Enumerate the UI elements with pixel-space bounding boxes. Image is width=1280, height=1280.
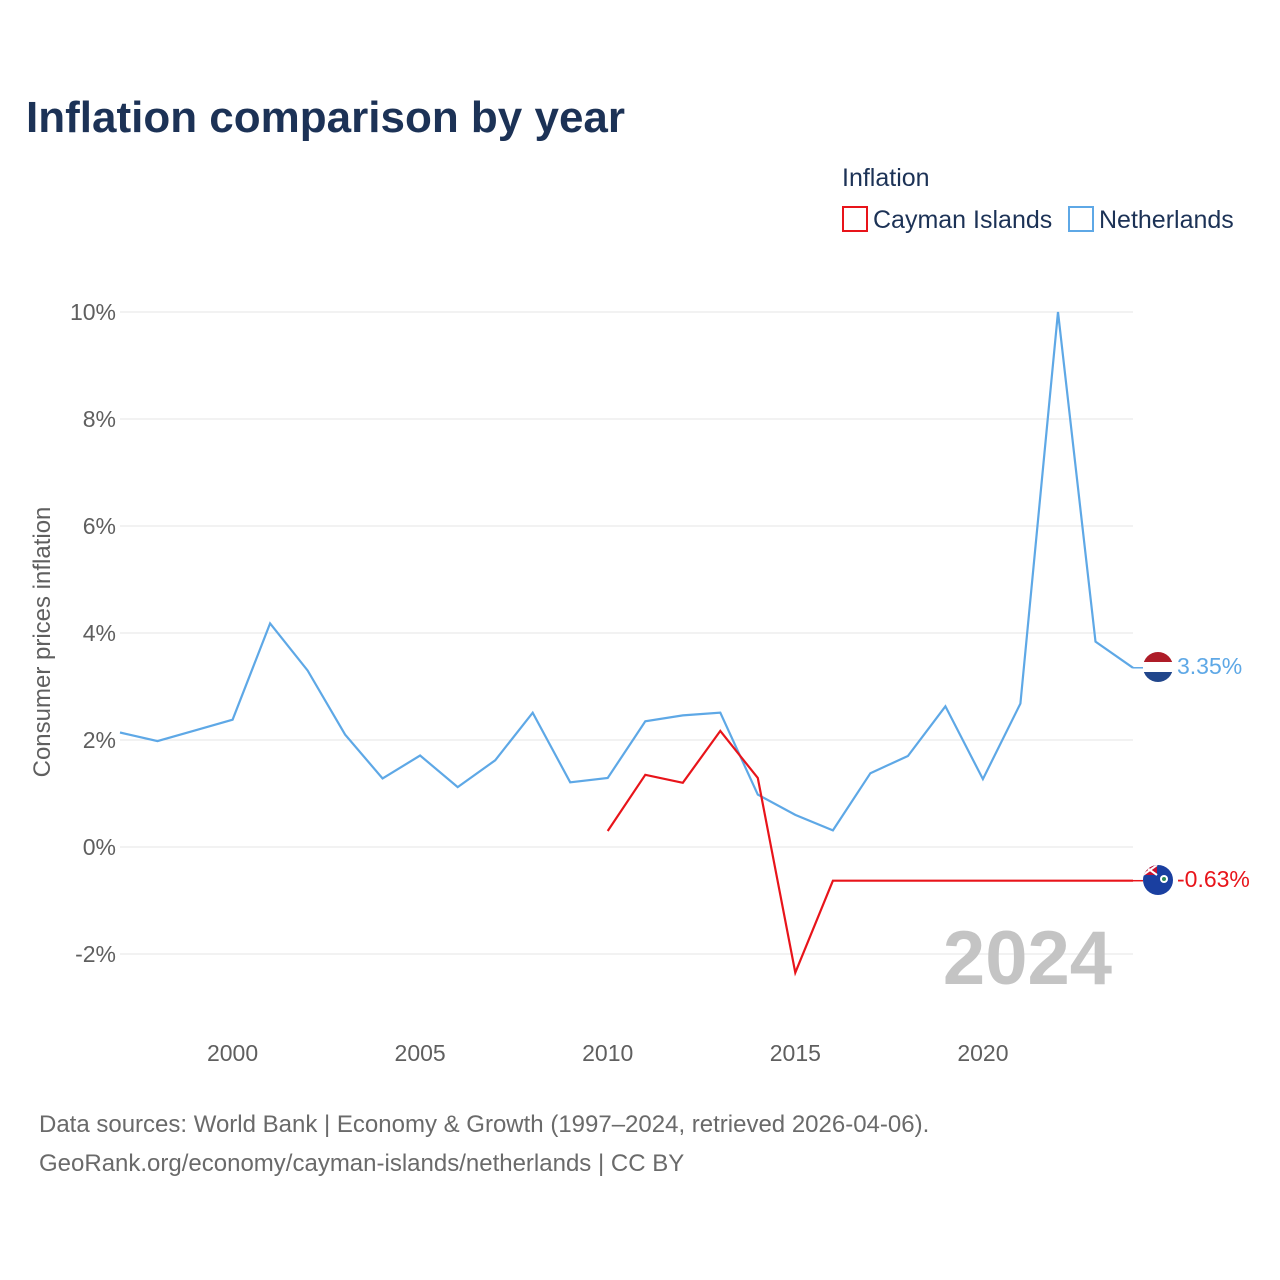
series-line-cayman-islands bbox=[606, 729, 1133, 977]
legend-item-netherlands[interactable]: Netherlands bbox=[1068, 206, 1234, 234]
data-point-netherlands[interactable] bbox=[455, 784, 461, 790]
data-point-netherlands[interactable] bbox=[380, 776, 386, 782]
data-point-netherlands[interactable] bbox=[567, 779, 573, 785]
legend-label-netherlands: Netherlands bbox=[1099, 206, 1234, 234]
data-point-netherlands[interactable] bbox=[905, 753, 911, 759]
data-point-netherlands[interactable] bbox=[492, 757, 498, 763]
x-tick-label: 2010 bbox=[582, 1040, 633, 1066]
data-point-netherlands[interactable] bbox=[1017, 701, 1023, 707]
data-point-cayman-islands[interactable] bbox=[980, 878, 986, 884]
legend-item-cayman-islands[interactable]: Cayman Islands bbox=[842, 206, 1052, 234]
data-point-cayman-islands[interactable] bbox=[605, 828, 611, 834]
data-point-netherlands[interactable] bbox=[342, 732, 348, 738]
data-point-netherlands[interactable] bbox=[155, 738, 161, 744]
data-point-netherlands[interactable] bbox=[192, 727, 198, 733]
data-point-cayman-islands[interactable] bbox=[755, 775, 761, 781]
legend-swatch-cayman-islands bbox=[842, 206, 868, 232]
x-tick-label: 2005 bbox=[395, 1040, 446, 1066]
y-axis-label: Consumer prices inflation bbox=[29, 507, 56, 778]
netherlands-flag-icon bbox=[1143, 652, 1173, 682]
cayman-islands-end-value: -0.63% bbox=[1177, 866, 1250, 892]
cayman-islands-flag-icon bbox=[1143, 865, 1173, 895]
data-point-netherlands[interactable] bbox=[117, 730, 123, 736]
y-tick-label: 10% bbox=[70, 299, 116, 325]
data-point-netherlands[interactable] bbox=[530, 710, 536, 716]
gridlines bbox=[120, 311, 1133, 955]
data-point-cayman-islands[interactable] bbox=[942, 878, 948, 884]
data-point-cayman-islands[interactable] bbox=[1055, 878, 1061, 884]
data-point-netherlands[interactable] bbox=[680, 712, 686, 718]
series-line-netherlands bbox=[119, 311, 1134, 832]
x-axis-ticks: 2000 2005 2010 2015 2020 bbox=[207, 1040, 1009, 1066]
data-point-cayman-islands[interactable] bbox=[717, 728, 723, 734]
data-point-netherlands[interactable] bbox=[1055, 309, 1061, 315]
data-point-netherlands[interactable] bbox=[642, 718, 648, 724]
data-point-cayman-islands[interactable] bbox=[1017, 878, 1023, 884]
current-year-watermark: 2024 bbox=[943, 916, 1112, 1001]
chart-title: Inflation comparison by year bbox=[26, 93, 625, 142]
source-line-2[interactable]: GeoRank.org/economy/cayman-islands/nethe… bbox=[39, 1150, 684, 1177]
data-point-netherlands[interactable] bbox=[605, 775, 611, 781]
legend-title: Inflation bbox=[842, 164, 930, 192]
y-tick-label: 6% bbox=[83, 513, 116, 539]
x-tick-label: 2015 bbox=[770, 1040, 821, 1066]
source-line-1: Data sources: World Bank | Economy & Gro… bbox=[39, 1111, 929, 1138]
data-point-cayman-islands[interactable] bbox=[792, 970, 798, 976]
data-point-cayman-islands[interactable] bbox=[830, 878, 836, 884]
data-point-netherlands[interactable] bbox=[867, 770, 873, 776]
data-point-netherlands[interactable] bbox=[942, 703, 948, 709]
data-point-netherlands[interactable] bbox=[717, 710, 723, 716]
data-point-netherlands[interactable] bbox=[830, 827, 836, 833]
data-point-cayman-islands[interactable] bbox=[1092, 878, 1098, 884]
y-tick-label: 4% bbox=[83, 620, 116, 646]
y-tick-label: 2% bbox=[83, 727, 116, 753]
y-tick-label: 0% bbox=[83, 834, 116, 860]
data-point-netherlands[interactable] bbox=[792, 812, 798, 818]
data-point-cayman-islands[interactable] bbox=[642, 772, 648, 778]
end-markers: 3.35% -0.63% bbox=[1143, 652, 1250, 895]
series-lines bbox=[117, 309, 1143, 977]
x-tick-label: 2000 bbox=[207, 1040, 258, 1066]
data-point-netherlands[interactable] bbox=[305, 667, 311, 673]
netherlands-end-value: 3.35% bbox=[1177, 653, 1242, 679]
data-point-netherlands[interactable] bbox=[980, 776, 986, 782]
data-point-cayman-islands[interactable] bbox=[680, 780, 686, 786]
y-tick-label: -2% bbox=[75, 941, 116, 967]
data-point-cayman-islands[interactable] bbox=[905, 878, 911, 884]
y-tick-label: 8% bbox=[83, 406, 116, 432]
legend-label-cayman-islands: Cayman Islands bbox=[873, 206, 1052, 234]
data-point-netherlands[interactable] bbox=[267, 620, 273, 626]
data-point-cayman-islands[interactable] bbox=[867, 878, 873, 884]
legend: Inflation Cayman Islands Netherlands bbox=[842, 164, 1234, 234]
x-tick-label: 2020 bbox=[957, 1040, 1008, 1066]
legend-swatch-netherlands bbox=[1068, 206, 1094, 232]
data-point-netherlands[interactable] bbox=[230, 717, 236, 723]
data-point-netherlands[interactable] bbox=[1092, 639, 1098, 645]
y-axis-ticks: -2% 0% 2% 4% 6% 8% 10% bbox=[70, 299, 116, 967]
data-point-netherlands[interactable] bbox=[417, 753, 423, 759]
